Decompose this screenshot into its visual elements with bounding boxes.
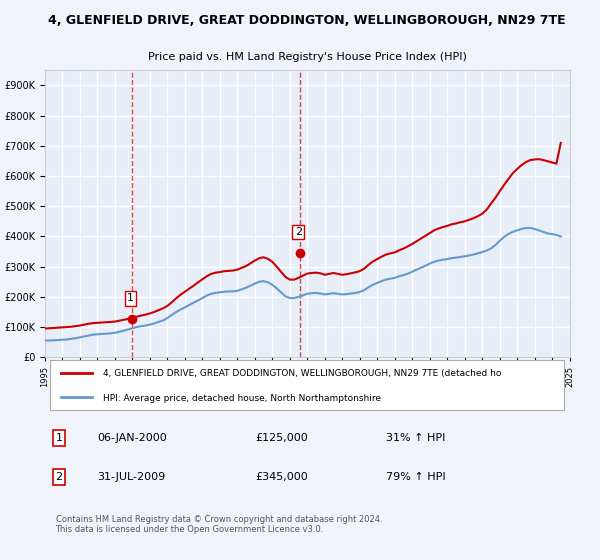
- FancyBboxPatch shape: [50, 360, 564, 410]
- Text: 2: 2: [295, 227, 302, 237]
- Text: 4, GLENFIELD DRIVE, GREAT DODDINGTON, WELLINGBOROUGH, NN29 7TE: 4, GLENFIELD DRIVE, GREAT DODDINGTON, WE…: [49, 14, 566, 27]
- Text: £125,000: £125,000: [255, 433, 308, 443]
- Text: 4, GLENFIELD DRIVE, GREAT DODDINGTON, WELLINGBOROUGH, NN29 7TE (detached ho: 4, GLENFIELD DRIVE, GREAT DODDINGTON, WE…: [103, 369, 501, 379]
- Text: 79% ↑ HPI: 79% ↑ HPI: [386, 472, 446, 482]
- Text: 31-JUL-2009: 31-JUL-2009: [97, 472, 166, 482]
- Text: 06-JAN-2000: 06-JAN-2000: [97, 433, 167, 443]
- Text: Contains HM Land Registry data © Crown copyright and database right 2024.
This d: Contains HM Land Registry data © Crown c…: [56, 515, 382, 534]
- Text: Price paid vs. HM Land Registry's House Price Index (HPI): Price paid vs. HM Land Registry's House …: [148, 52, 467, 62]
- Text: HPI: Average price, detached house, North Northamptonshire: HPI: Average price, detached house, Nort…: [103, 394, 381, 403]
- Text: 1: 1: [127, 293, 134, 304]
- Text: 31% ↑ HPI: 31% ↑ HPI: [386, 433, 445, 443]
- Text: £345,000: £345,000: [255, 472, 308, 482]
- Text: 1: 1: [56, 433, 62, 443]
- Text: 2: 2: [56, 472, 62, 482]
